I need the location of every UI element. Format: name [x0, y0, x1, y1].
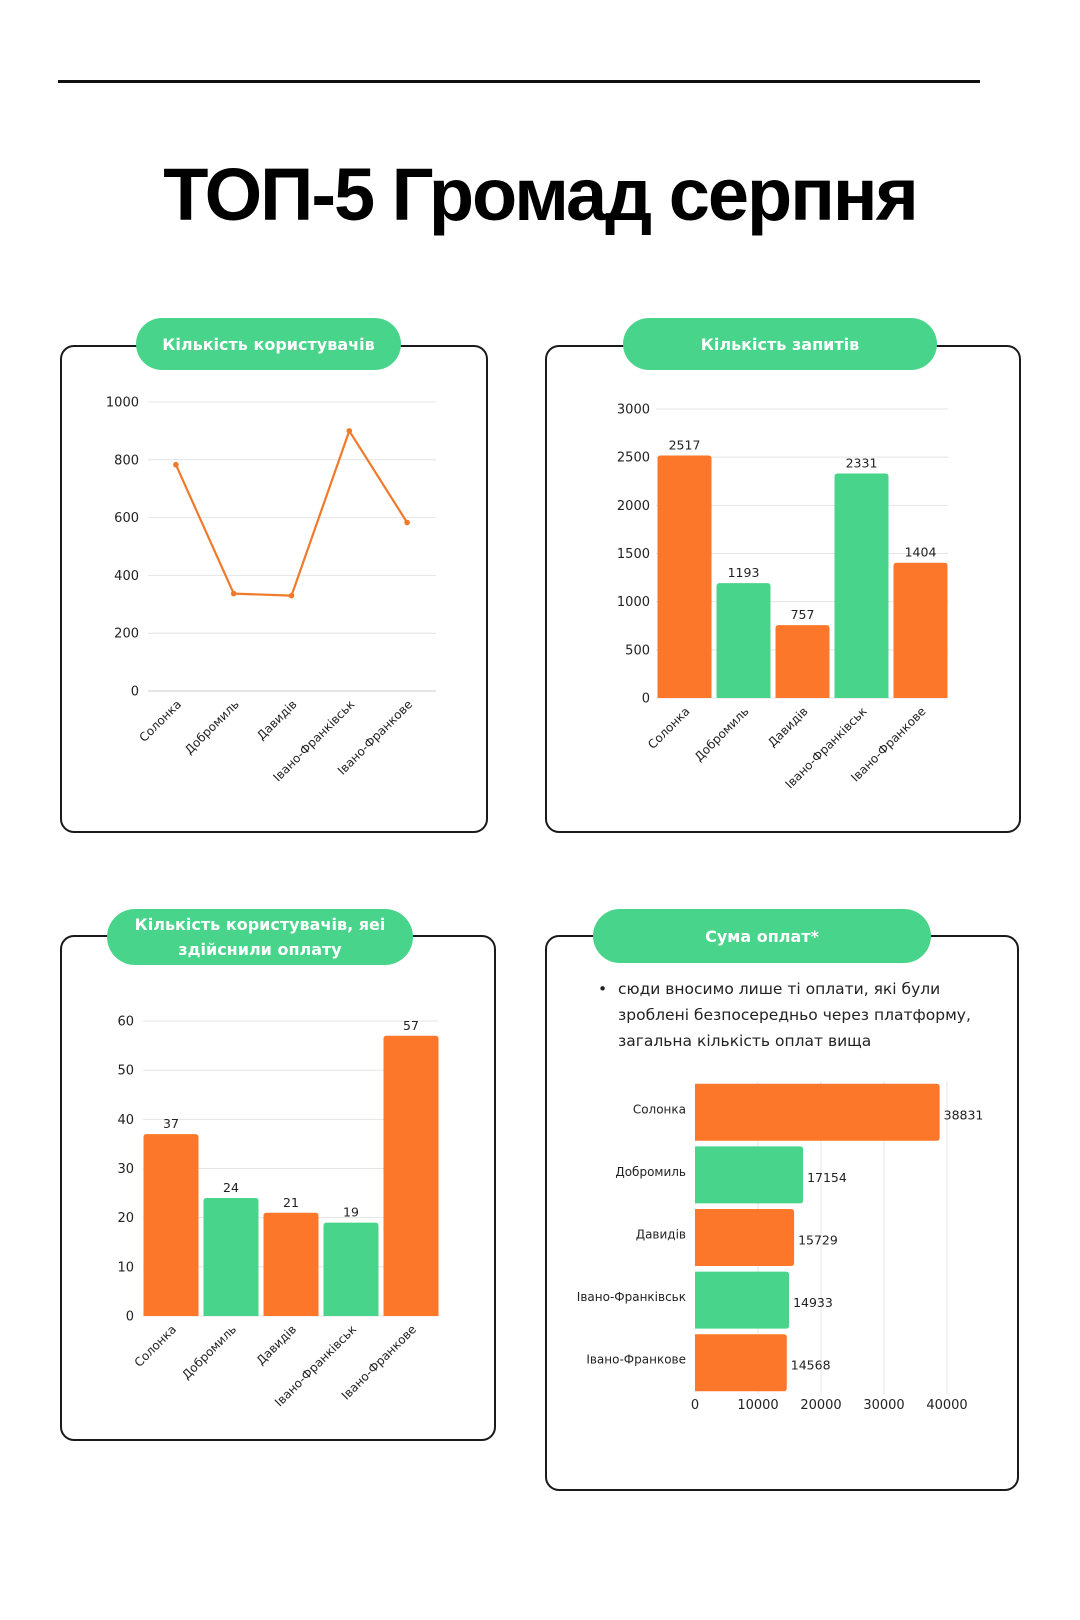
payers-data-label: 21 — [283, 1195, 299, 1210]
payments-xtick-label: 20000 — [800, 1398, 841, 1413]
payers-bar — [143, 1134, 199, 1316]
payments-bar — [695, 1271, 790, 1329]
requests-ytick-label: 3000 — [617, 403, 650, 418]
users-ytick-label: 0 — [131, 685, 139, 700]
requests-data-label: 2331 — [846, 455, 878, 470]
requests-data-label: 757 — [791, 607, 815, 622]
requests-bar — [834, 473, 889, 698]
requests-data-label: 2517 — [669, 438, 701, 453]
payments-bar — [695, 1209, 795, 1266]
payers-ytick-label: 10 — [117, 1260, 134, 1275]
payers-ytick-label: 40 — [117, 1113, 134, 1128]
users-data-point — [230, 590, 237, 597]
top-divider — [58, 80, 980, 83]
bullet-icon: • — [598, 980, 608, 998]
payers-ytick-label: 20 — [117, 1211, 134, 1226]
payments-data-label: 17154 — [807, 1170, 847, 1185]
payers-xtick-label: Добромиль — [179, 1322, 239, 1382]
payments-xtick-label: 10000 — [737, 1398, 778, 1413]
requests-ytick-label: 2500 — [617, 451, 650, 466]
payments-bar — [695, 1334, 787, 1392]
payers-ytick-label: 30 — [117, 1162, 134, 1177]
payments-bar — [695, 1146, 804, 1204]
requests-ytick-label: 1500 — [617, 547, 650, 562]
payers-ytick-label: 60 — [117, 1015, 134, 1030]
payers-chart-title-line2: здійснили оплату — [178, 940, 342, 959]
users-data-point — [288, 592, 295, 599]
users-data-point — [173, 461, 179, 468]
payers-data-label: 37 — [163, 1116, 179, 1131]
users-chart-card — [60, 345, 488, 833]
payments-data-label: 15729 — [798, 1233, 838, 1248]
requests-data-label: 1193 — [728, 565, 760, 580]
payments-note-text: сюди вносимо лише ті оплати, які були зр… — [618, 980, 971, 1050]
payers-bar — [203, 1198, 259, 1316]
payers-data-label: 57 — [403, 1018, 419, 1033]
requests-bar — [775, 625, 830, 698]
requests-xtick-label: Добромиль — [692, 704, 752, 764]
payers-bar — [383, 1035, 439, 1316]
users-chart-title: Кількість користувачів — [136, 318, 401, 370]
payers-bar — [323, 1222, 379, 1316]
users-data-point — [404, 519, 410, 526]
requests-bar — [657, 455, 712, 698]
payments-data-label: 14933 — [793, 1295, 833, 1310]
requests-xtick-label: Давидів — [765, 704, 810, 749]
requests-bar — [893, 562, 948, 698]
requests-chart-title: Кількість запитів — [623, 318, 937, 370]
users-ytick-label: 800 — [114, 453, 139, 468]
requests-bar — [716, 583, 771, 698]
users-xtick-label: Добромиль — [182, 697, 242, 757]
users-ytick-label: 400 — [114, 569, 139, 584]
payments-xtick-label: 40000 — [926, 1398, 967, 1413]
payers-ytick-label: 50 — [117, 1064, 134, 1079]
payers-ytick-label: 0 — [126, 1310, 134, 1325]
payments-ytick-label: Давидів — [636, 1228, 686, 1242]
payers-data-label: 24 — [223, 1180, 239, 1195]
users-xtick-label: Солонка — [137, 697, 185, 745]
requests-data-label: 1404 — [905, 545, 937, 560]
payers-chart-title: Кількість користувачів, яеі здійснили оп… — [107, 909, 413, 965]
requests-ytick-label: 0 — [642, 692, 650, 707]
users-data-point — [346, 428, 353, 434]
users-ytick-label: 200 — [114, 627, 139, 642]
requests-xtick-label: Солонка — [645, 704, 693, 752]
payers-xtick-label: Солонка — [132, 1322, 180, 1370]
payments-data-label: 14568 — [791, 1358, 831, 1373]
payments-ytick-label: Добромиль — [615, 1165, 686, 1179]
requests-ytick-label: 500 — [625, 643, 650, 658]
users-ytick-label: 600 — [114, 511, 139, 526]
payments-ytick-label: Івано-Франківськ — [577, 1290, 686, 1304]
payments-xtick-label: 30000 — [863, 1398, 904, 1413]
payments-xtick-label: 0 — [691, 1398, 699, 1413]
payments-chart-title: Сума оплат* — [593, 909, 931, 963]
payments-ytick-label: Івано-Франкове — [586, 1353, 686, 1367]
users-series-line — [174, 429, 409, 597]
payers-data-label: 19 — [343, 1205, 359, 1220]
payers-bar — [263, 1212, 319, 1316]
requests-ytick-label: 1000 — [617, 595, 650, 610]
payers-xtick-label: Давидів — [254, 1322, 299, 1367]
users-ytick-label: 1000 — [106, 396, 139, 411]
payments-bar — [695, 1083, 940, 1141]
users-xtick-label: Давидів — [254, 697, 299, 742]
page-title: ТОП-5 Громад серпня — [163, 153, 919, 236]
payers-chart-title-line1: Кількість користувачів, яеі — [134, 915, 386, 934]
payments-ytick-label: Солонка — [633, 1102, 686, 1116]
payments-data-label: 38831 — [944, 1107, 984, 1122]
payments-note: • сюди вносимо лише ті оплати, які були … — [598, 976, 998, 1054]
requests-ytick-label: 2000 — [617, 499, 650, 514]
